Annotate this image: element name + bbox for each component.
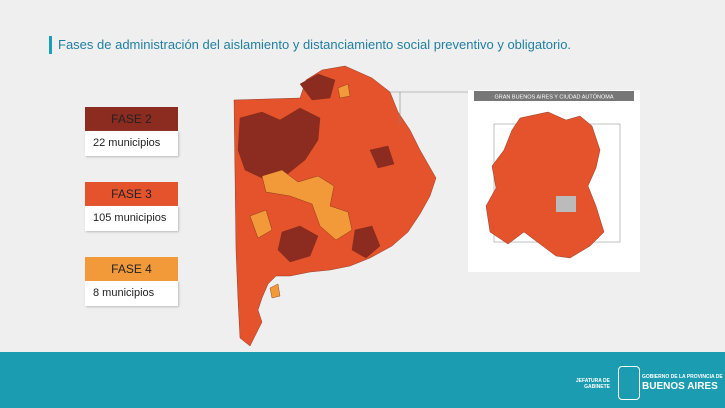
map: GRAN BUENOS AIRES Y CIUDAD AUTÓNOMA xyxy=(233,65,640,347)
legend-count: 8 municipios xyxy=(85,281,178,306)
inset-title: GRAN BUENOS AIRES Y CIUDAD AUTÓNOMA xyxy=(495,93,614,100)
region xyxy=(261,169,353,241)
inset-header xyxy=(474,91,634,101)
title-bar xyxy=(49,36,52,54)
emblem xyxy=(618,366,640,400)
legend-count: 105 municipios xyxy=(85,206,178,231)
legend-label: FASE 4 xyxy=(85,257,178,281)
legend-count: 22 municipios xyxy=(85,131,178,156)
region xyxy=(299,73,336,101)
region xyxy=(337,83,351,99)
right-logo: BUENOS AIRES xyxy=(642,381,718,392)
caba xyxy=(556,196,576,212)
footer: JEFATURA DE GABINETE GOBIERNO DE LA PROV… xyxy=(0,352,725,408)
legend-item: FASE 2 22 municipios xyxy=(85,107,178,156)
legend-item: FASE 3 105 municipios xyxy=(85,182,178,231)
region xyxy=(277,225,319,263)
province xyxy=(233,65,437,347)
region xyxy=(351,225,381,259)
title: Fases de administración del aislamiento … xyxy=(58,37,572,52)
legend-item: FASE 4 8 municipios xyxy=(85,257,178,306)
region xyxy=(237,107,321,179)
region xyxy=(269,283,281,299)
inset-map xyxy=(485,111,605,259)
legend-label: FASE 2 xyxy=(85,107,178,131)
right-logo-top: GOBIERNO DE LA PROVINCIA DE xyxy=(642,374,723,380)
left-logo: JEFATURA DE GABINETE xyxy=(575,378,610,390)
region xyxy=(369,145,395,169)
region xyxy=(249,209,273,239)
legend-label: FASE 3 xyxy=(85,182,178,206)
